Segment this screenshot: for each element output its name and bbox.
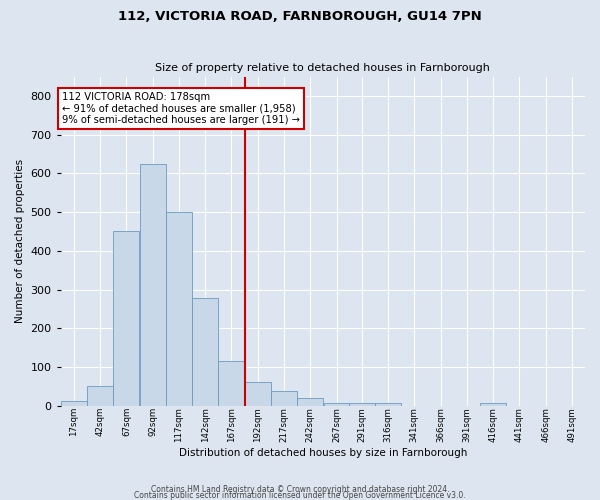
Bar [140, 164, 166, 406]
Y-axis label: Number of detached properties: Number of detached properties [15, 159, 25, 323]
Bar [323, 402, 349, 406]
Bar [349, 402, 375, 406]
Bar [87, 386, 113, 406]
Bar [113, 232, 139, 406]
Bar [192, 298, 218, 406]
Bar [61, 401, 87, 406]
Bar [297, 398, 323, 406]
Text: Contains HM Land Registry data © Crown copyright and database right 2024.: Contains HM Land Registry data © Crown c… [151, 484, 449, 494]
Text: Contains public sector information licensed under the Open Government Licence v3: Contains public sector information licen… [134, 490, 466, 500]
Text: 112 VICTORIA ROAD: 178sqm
← 91% of detached houses are smaller (1,958)
9% of sem: 112 VICTORIA ROAD: 178sqm ← 91% of detac… [62, 92, 300, 125]
Bar [375, 402, 401, 406]
Bar [480, 402, 506, 406]
Bar [218, 361, 244, 406]
Bar [271, 391, 297, 406]
Title: Size of property relative to detached houses in Farnborough: Size of property relative to detached ho… [155, 63, 490, 73]
Bar [166, 212, 192, 406]
X-axis label: Distribution of detached houses by size in Farnborough: Distribution of detached houses by size … [179, 448, 467, 458]
Bar [245, 382, 271, 406]
Text: 112, VICTORIA ROAD, FARNBOROUGH, GU14 7PN: 112, VICTORIA ROAD, FARNBOROUGH, GU14 7P… [118, 10, 482, 23]
